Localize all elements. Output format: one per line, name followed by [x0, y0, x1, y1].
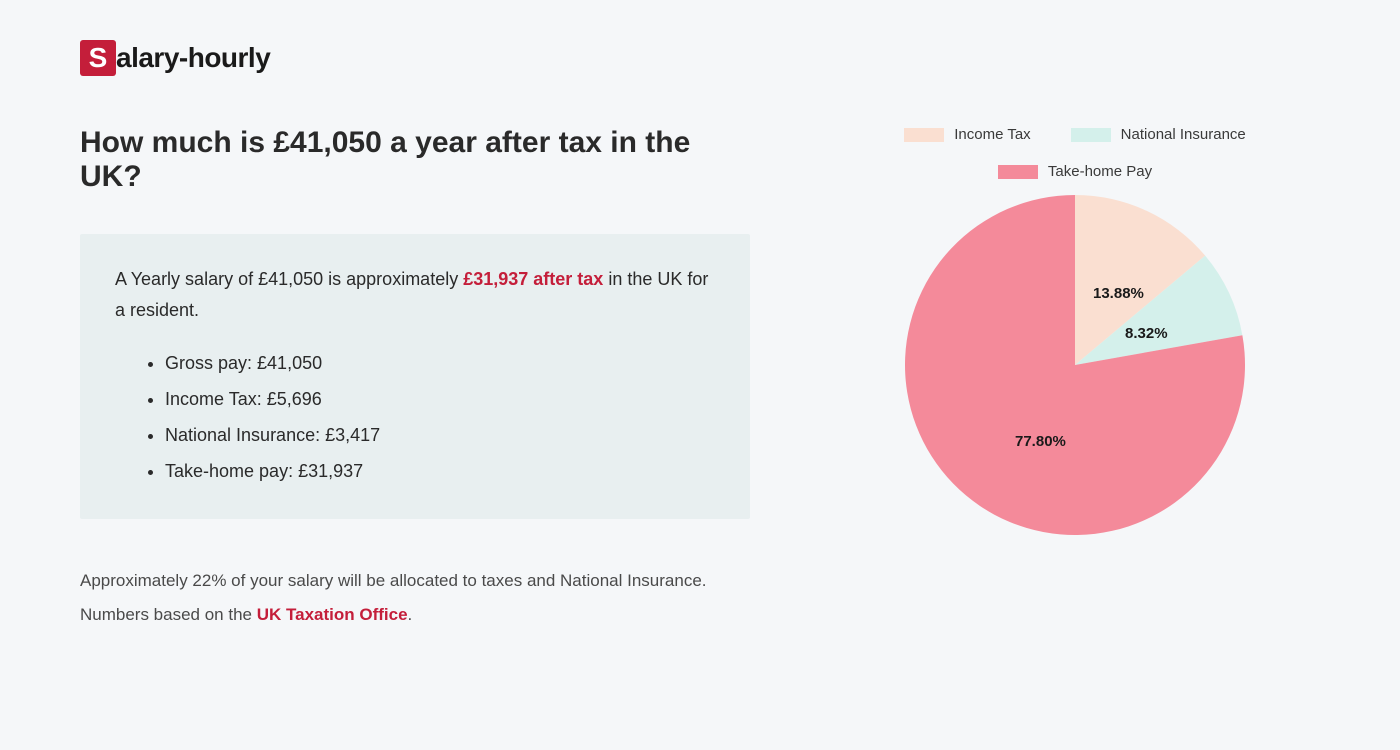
- slice-label: 77.80%: [1015, 433, 1066, 450]
- legend-item: Take-home Pay: [998, 163, 1152, 180]
- legend-item: National Insurance: [1071, 126, 1246, 143]
- page-title: How much is £41,050 a year after tax in …: [80, 126, 750, 194]
- logo-letter: S: [80, 40, 116, 76]
- footer-line2-after: .: [408, 605, 413, 624]
- footer-line2-before: Numbers based on the: [80, 605, 257, 624]
- main-content: How much is £41,050 a year after tax in …: [80, 126, 1320, 632]
- legend-swatch: [1071, 128, 1111, 142]
- legend-label: National Insurance: [1121, 126, 1246, 143]
- summary-box: A Yearly salary of £41,050 is approximat…: [80, 234, 750, 519]
- tax-office-link[interactable]: UK Taxation Office: [257, 605, 408, 624]
- chart-legend: Income Tax National Insurance Take-home …: [830, 126, 1320, 180]
- list-item: Gross pay: £41,050: [165, 345, 715, 381]
- legend-label: Take-home Pay: [1048, 163, 1152, 180]
- pie-svg: [905, 195, 1245, 535]
- site-logo[interactable]: S alary-hourly: [80, 40, 1320, 76]
- legend-item: Income Tax: [904, 126, 1030, 143]
- summary-list: Gross pay: £41,050 Income Tax: £5,696 Na…: [115, 345, 715, 489]
- summary-before: A Yearly salary of £41,050 is approximat…: [115, 269, 463, 289]
- summary-paragraph: A Yearly salary of £41,050 is approximat…: [115, 264, 715, 325]
- legend-label: Income Tax: [954, 126, 1030, 143]
- logo-text: alary-hourly: [116, 42, 270, 74]
- list-item: Income Tax: £5,696: [165, 381, 715, 417]
- right-column: Income Tax National Insurance Take-home …: [830, 126, 1320, 632]
- legend-swatch: [998, 165, 1038, 179]
- left-column: How much is £41,050 a year after tax in …: [80, 126, 750, 632]
- list-item: National Insurance: £3,417: [165, 417, 715, 453]
- pie-chart: 13.88% 8.32% 77.80%: [905, 195, 1245, 535]
- summary-highlight: £31,937 after tax: [463, 269, 603, 289]
- slice-label: 13.88%: [1093, 285, 1144, 302]
- footer-text: Approximately 22% of your salary will be…: [80, 564, 750, 632]
- legend-swatch: [904, 128, 944, 142]
- list-item: Take-home pay: £31,937: [165, 453, 715, 489]
- slice-label: 8.32%: [1125, 325, 1168, 342]
- footer-line1: Approximately 22% of your salary will be…: [80, 571, 707, 590]
